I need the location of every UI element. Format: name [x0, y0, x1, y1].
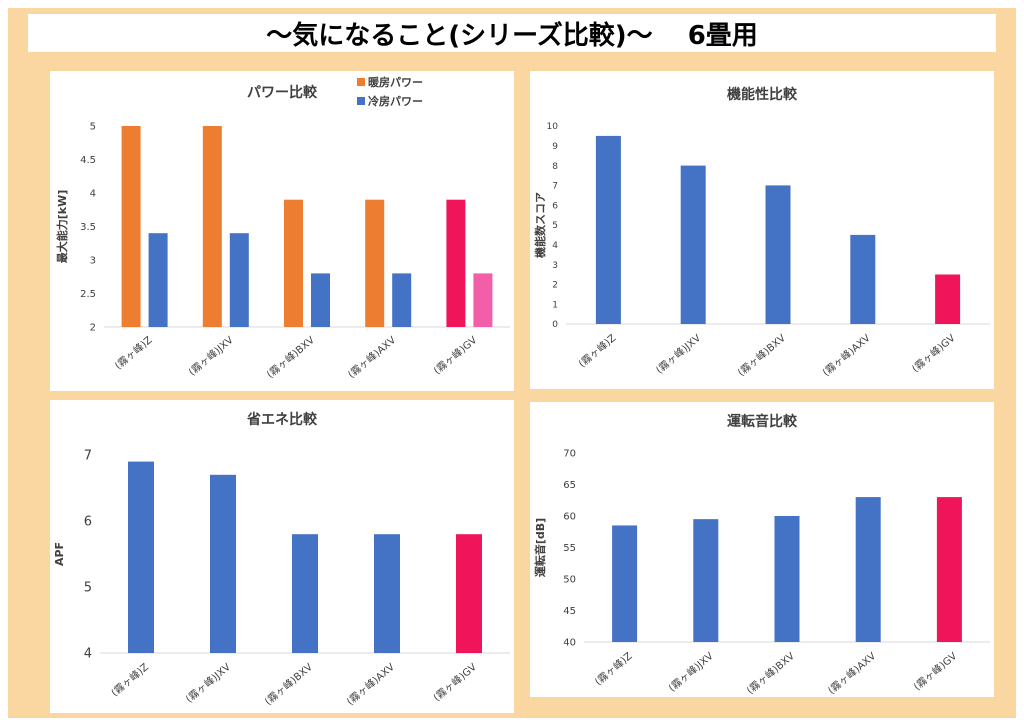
y-tick-label: 4.5 — [80, 155, 96, 166]
y-tick-label: 7 — [84, 449, 92, 464]
bar-heating-2 — [284, 199, 303, 327]
category-label: (霧ヶ峰)Z — [576, 332, 618, 370]
page-title: 〜気になること(シリーズ比較)〜 6畳用 — [266, 20, 758, 51]
y-tick-label: 3.5 — [80, 222, 96, 233]
chart-title: パワー比較 — [247, 84, 318, 101]
category-label: (霧ヶ峰)BXV — [263, 661, 316, 708]
category-label: (霧ヶ峰)GV — [911, 650, 959, 693]
bar-2 — [774, 516, 800, 642]
category-label: (霧ヶ峰)JXV — [184, 661, 234, 705]
bar-2 — [292, 534, 318, 653]
category-label: (霧ヶ峰)BXV — [745, 650, 798, 697]
y-tick-label: 40 — [563, 638, 576, 649]
legend-swatch — [357, 97, 365, 105]
bar-cooling-1 — [229, 233, 249, 327]
page-background: 〜気になること(シリーズ比較)〜 6畳用 2 2.5 3 3.5 4 4.5 5 パワー比較最… — [8, 8, 1016, 718]
power-comparison-chart: 2 2.5 3 3.5 4 4.5 5 パワー比較最大能力[kW] (霧ヶ峰)Z (霧ヶ峰)JXV… — [50, 71, 514, 391]
noise-comparison-chart: 40 45 50 55 60 65 70 運転音比較運転音[dB] (霧ヶ峰)Z (霧ヶ峰)JXV… — [530, 402, 994, 697]
y-tick-label: 2.5 — [80, 289, 96, 300]
category-label: (霧ヶ峰)BXV — [736, 332, 789, 379]
category-label: (霧ヶ峰)AXV — [820, 332, 873, 379]
bar-3 — [855, 497, 881, 642]
y-axis-label: 運転音[dB] — [533, 518, 547, 577]
y-tick-label: 4 — [90, 189, 96, 200]
y-tick-label: 3 — [552, 261, 558, 271]
bar-cooling-3 — [392, 273, 412, 327]
y-axis-label: APF — [53, 542, 66, 566]
y-tick-label: 4 — [84, 647, 92, 662]
chart-svg-2: 4 5 6 7 省エネ比較 APF (霧ヶ峰)Z (霧ヶ峰)JXV (霧ヶ峰)BXV (霧ヶ峰)A… — [53, 411, 510, 708]
y-tick-label: 9 — [552, 142, 558, 152]
y-axis-label: 最大能力[kW] — [55, 190, 69, 264]
y-tick-label: 5 — [552, 221, 558, 231]
y-tick-label: 8 — [552, 162, 558, 172]
category-label: (霧ヶ峰)Z — [109, 661, 151, 699]
legend-label: 冷房パワー — [368, 94, 423, 108]
bar-3 — [374, 534, 400, 653]
bar-4 — [936, 497, 962, 642]
bar-heating-3 — [365, 199, 385, 327]
category-label: (霧ヶ峰)Z — [593, 650, 635, 688]
bar-1 — [693, 519, 719, 642]
category-label: (霧ヶ峰)GV — [431, 334, 479, 377]
category-label: (霧ヶ峰)Z — [113, 334, 155, 372]
energy-saving-chart: 4 5 6 7 省エネ比較 APF (霧ヶ峰)Z (霧ヶ峰)JXV (霧ヶ峰)BXV (霧ヶ峰)A… — [50, 400, 514, 713]
category-label: (霧ヶ峰)JXV — [666, 650, 716, 694]
bar-1 — [210, 474, 236, 653]
y-tick-label: 45 — [563, 606, 576, 617]
category-label: (霧ヶ峰)AXV — [826, 650, 879, 697]
y-tick-label: 4 — [552, 241, 558, 251]
bar-0 — [128, 461, 154, 653]
y-tick-label: 0 — [552, 320, 558, 330]
feature-comparison-chart: 0 1 2 3 4 5 6 7 8 9 10 機能性比較機能数スコア (霧ヶ峰)Z (霧ヶ峰)JXV (霧ヶ… — [530, 71, 994, 389]
y-tick-label: 6 — [84, 515, 92, 530]
y-tick-label: 55 — [563, 543, 576, 554]
y-tick-label: 50 — [563, 575, 576, 586]
bar-0 — [612, 525, 638, 642]
bar-4 — [935, 274, 961, 324]
category-label: (霧ヶ峰)BXV — [265, 334, 318, 381]
chart-title: 省エネ比較 — [246, 411, 318, 428]
y-tick-label: 60 — [563, 512, 576, 523]
y-tick-label: 6 — [552, 201, 558, 211]
chart-title: 運転音比較 — [727, 413, 798, 430]
y-tick-label: 10 — [547, 122, 559, 132]
y-tick-label: 2 — [90, 323, 96, 334]
y-tick-label: 1 — [552, 300, 558, 310]
y-tick-label: 7 — [552, 182, 558, 192]
chart-title: 機能性比較 — [727, 86, 798, 103]
category-label: (霧ヶ峰)JXV — [186, 334, 236, 378]
bar-heating-1 — [202, 126, 222, 327]
y-tick-label: 70 — [563, 449, 576, 460]
bar-2 — [765, 185, 791, 324]
bar-0 — [595, 135, 621, 324]
legend-label: 暖房パワー — [368, 75, 423, 89]
bar-heating-0 — [121, 126, 141, 327]
bar-cooling-2 — [311, 273, 330, 327]
category-label: (霧ヶ峰)AXV — [345, 661, 398, 708]
y-axis-label: 機能数スコア — [533, 192, 547, 258]
category-label: (霧ヶ峰)GV — [431, 661, 479, 704]
category-label: (霧ヶ峰)JXV — [654, 332, 704, 376]
legend-swatch — [357, 78, 365, 86]
category-label: (霧ヶ峰)GV — [910, 332, 958, 375]
bar-4 — [456, 534, 482, 653]
y-tick-label: 3 — [90, 256, 96, 267]
bar-cooling-0 — [148, 233, 168, 327]
y-tick-label: 2 — [552, 281, 558, 291]
title-band: 〜気になること(シリーズ比較)〜 6畳用 — [28, 14, 996, 52]
bar-cooling-4 — [473, 273, 493, 327]
bar-1 — [680, 165, 706, 324]
bar-3 — [850, 234, 876, 324]
y-tick-label: 5 — [90, 122, 96, 133]
bar-heating-4 — [446, 199, 466, 327]
category-label: (霧ヶ峰)AXV — [346, 334, 399, 381]
y-tick-label: 5 — [84, 581, 92, 596]
y-tick-label: 65 — [563, 480, 576, 491]
